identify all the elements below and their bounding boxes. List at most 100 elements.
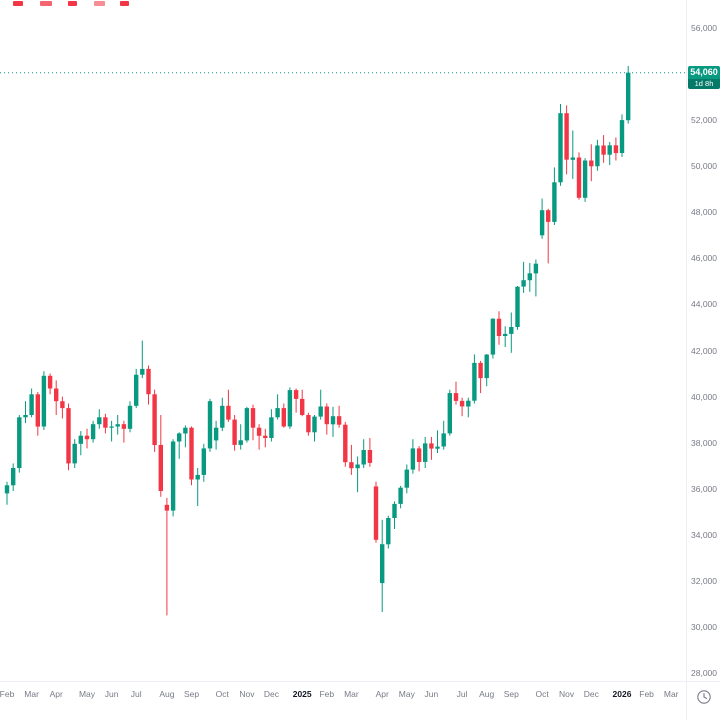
candle [453,381,459,405]
candle [60,396,65,419]
time-tick-label: Jun [104,689,119,699]
time-tick-year-label: 2026 [612,689,632,699]
candle [201,443,206,482]
time-tick-label: Aug [159,689,175,699]
candle [496,311,502,345]
time-tick-label: May [398,689,415,699]
candle [23,401,28,424]
candle [521,261,526,293]
candle [177,432,182,459]
candle [539,198,545,239]
candle [232,415,237,451]
axis-corner [686,681,720,720]
price-tick-label: 42,000 [691,345,717,356]
candle [589,144,594,182]
candle [47,373,53,395]
candle [220,397,225,432]
candle [564,105,569,175]
price-tick-label: 36,000 [691,483,717,494]
time-tick-label: Jun [424,689,439,699]
price-tick-label: 44,000 [691,299,717,310]
clipped-top-mark [68,1,77,6]
clipped-top-mark [40,1,52,6]
candle [300,389,305,417]
clock-icon[interactable] [696,689,712,705]
candle [576,152,582,200]
time-tick-label: Nov [239,689,255,699]
candle [90,420,96,443]
candle [121,420,127,443]
candle [367,438,373,467]
candle [250,404,256,441]
candle [263,428,268,448]
candle [503,326,508,347]
candle [164,497,170,616]
candle [570,130,575,179]
candle [140,340,145,379]
candle [613,137,619,161]
time-tick-label: Jul [456,689,468,699]
time-tick-label: Apr [49,689,63,699]
candle [373,481,379,543]
candle [318,389,323,420]
candle [552,167,557,225]
candle [244,406,250,443]
candle [17,415,22,473]
candle [54,380,59,415]
candle [349,444,354,475]
candle [533,259,539,297]
candle [361,439,366,468]
candle [115,415,120,435]
time-axis[interactable]: Feb Mar Apr May Jun Jul Aug Sep Oct Nov Dec 2025 Feb… [0,681,686,720]
candle [607,142,612,166]
time-tick-label: Mar [344,689,359,699]
candle [416,446,422,472]
candle [595,139,600,171]
candle [380,519,385,612]
time-tick-label: Oct [215,689,229,699]
time-tick-label: Oct [535,689,549,699]
time-tick-label: May [78,689,96,699]
candle [66,403,71,471]
time-tick-label: Apr [375,689,389,699]
candle [226,389,231,422]
candle [109,420,114,442]
candle [459,397,465,417]
candle [281,403,286,428]
candle [127,401,133,433]
time-tick-label: Mar [663,689,679,699]
candle [84,428,90,449]
candlestick-plot[interactable] [0,0,686,681]
candle [238,424,243,450]
candle [306,412,311,436]
price-tick-label: 30,000 [691,621,717,632]
candle [398,485,403,509]
candle [152,389,157,452]
price-axis[interactable]: 54,060 1d 8h 56,000 52,000 50,000 48,000 46,… [686,0,720,681]
candle [195,468,200,506]
time-tick-label: Dec [263,689,279,699]
price-tick-label: 52,000 [691,115,717,126]
candle [478,360,483,394]
candle [558,104,563,186]
candle [527,263,532,292]
candle [435,430,440,453]
candle [466,397,471,418]
price-tick-label: 40,000 [691,391,717,402]
time-tick-label: Nov [559,689,575,699]
candle [146,365,151,405]
candle [429,436,434,460]
time-tick-year-label: 2025 [292,689,312,699]
clipped-top-mark [94,1,105,6]
candle [287,387,293,429]
candle [404,464,409,494]
candle [410,439,416,474]
candle [343,421,348,467]
candle [4,481,10,505]
current-price-label: 54,060 [688,65,720,79]
candle [158,415,163,497]
candle [447,389,452,436]
clipped-top-mark [13,1,23,6]
candle [11,463,16,491]
